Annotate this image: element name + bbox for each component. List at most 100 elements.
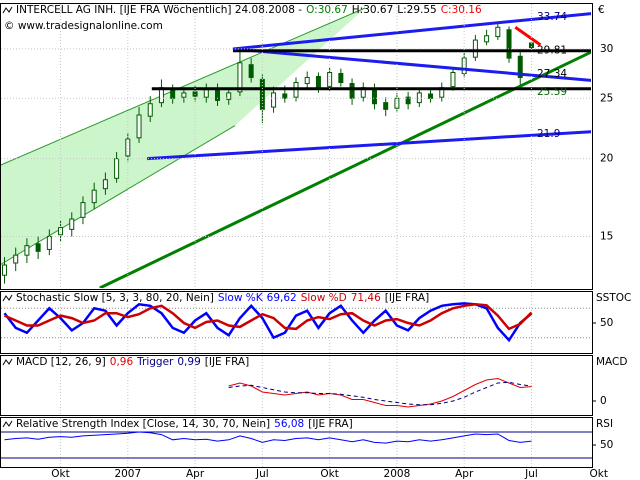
trend-line — [232, 47, 591, 82]
panel-icon — [2, 294, 13, 302]
panel-title: 71,46 — [351, 292, 381, 304]
y-tick-label: 50 — [600, 439, 613, 451]
panel-label: RSI — [596, 418, 613, 430]
candle-body — [338, 72, 344, 84]
candle-body — [304, 76, 310, 85]
panel-title: INTERCELL AG INH. [IJE FRA Wöchentlich] … — [16, 4, 302, 16]
price-label: 27.34 — [537, 68, 567, 80]
indicator-line — [3, 303, 533, 331]
candle-body — [136, 114, 142, 139]
panel-title: 0,96 — [110, 356, 134, 368]
candle-body — [91, 189, 97, 204]
trend-line — [99, 50, 591, 288]
y-tick-label: 15 — [600, 230, 613, 242]
trend-line — [147, 130, 591, 161]
panel-title: 69,62 — [267, 292, 297, 304]
candle-body — [125, 138, 131, 157]
candle-body — [170, 89, 176, 99]
candle-body — [114, 158, 120, 179]
candle-body — [315, 75, 321, 89]
price-label: 33.74 — [537, 11, 567, 23]
panel-title: MACD [12, 26, 9] — [16, 356, 106, 368]
x-tick-label: Jul — [524, 468, 538, 480]
trend-line — [232, 12, 591, 51]
candle-body — [428, 93, 434, 99]
panel-title: L:29.55 — [397, 4, 436, 16]
candle-body — [282, 93, 288, 99]
panel-title: H:30.67 — [352, 4, 394, 16]
panel-icon — [2, 420, 13, 428]
panel-icon — [2, 6, 13, 14]
candle-body — [517, 55, 523, 78]
x-tick-label: Okt — [51, 468, 69, 480]
candle-body — [528, 42, 534, 48]
source-label: © www.tradesignalonline.com — [4, 20, 163, 32]
candle-body — [371, 88, 377, 105]
channel-line — [1, 125, 236, 265]
candle-body — [495, 26, 501, 38]
candle-body — [237, 62, 243, 93]
candle-body — [383, 102, 389, 110]
panel-icon — [2, 358, 13, 366]
y-tick-label: 25 — [600, 92, 613, 104]
x-tick-label: 2007 — [114, 468, 141, 480]
candle-body — [416, 92, 422, 104]
price-label: 29.81 — [537, 45, 567, 57]
x-tick-label: Okt — [320, 468, 338, 480]
candle-body — [461, 57, 467, 74]
candle-body — [349, 83, 355, 99]
panel-title: Trigger — [136, 356, 174, 368]
candle-body — [80, 202, 86, 218]
panel-title: [IJE FRA] — [308, 418, 352, 430]
candle-body — [450, 71, 456, 88]
x-tick-label: Jul — [255, 468, 269, 480]
candle-body — [181, 92, 187, 98]
y-tick-label: 30 — [600, 43, 613, 55]
y-tick-label: 0 — [600, 395, 607, 407]
panel-title: 0,99 — [177, 356, 200, 368]
panel-title: Slow %D — [301, 292, 347, 304]
panel-frame — [0, 355, 593, 416]
candle-body — [506, 29, 512, 59]
unit-label: € — [598, 4, 605, 16]
panel-title: Relative Strength Index [Close, 14, 30, … — [16, 418, 270, 430]
candle-body — [192, 91, 198, 97]
x-tick-label: Apr — [186, 468, 205, 480]
panel-title: Stochastic Slow [5, 3, 3, 80, 20, Nein] — [16, 292, 214, 304]
panel-title: 56,08 — [274, 418, 304, 430]
panel-title: Slow %K — [218, 292, 264, 304]
panel-title: [IJE FRA] — [205, 356, 249, 368]
candle-body — [1, 264, 7, 276]
candle-body — [147, 103, 153, 117]
indicator-line — [4, 431, 532, 444]
candle-body — [484, 35, 490, 43]
price-label: 21.9 — [537, 128, 560, 140]
candle-body — [226, 92, 232, 100]
indicator-line — [228, 381, 532, 406]
candle-body — [102, 179, 108, 190]
panel-label: MACD — [596, 356, 627, 368]
candle-body — [35, 243, 41, 252]
candle-body — [405, 96, 411, 105]
candle-body — [46, 235, 52, 250]
candle-body — [69, 218, 75, 230]
candle-body — [248, 64, 254, 78]
trend-line — [514, 26, 542, 47]
y-tick-label: 20 — [600, 153, 613, 165]
indicator-line — [3, 302, 533, 343]
panel-label: SSTOC — [596, 292, 631, 304]
candle-body — [13, 254, 19, 264]
candle-body — [203, 89, 209, 98]
candle-body — [271, 92, 277, 108]
y-tick-label: 50 — [600, 317, 613, 329]
candle-body — [58, 227, 64, 236]
x-tick-label: 2008 — [384, 468, 411, 480]
panel-title: [IJE FRA] — [385, 292, 429, 304]
indicator-line — [228, 377, 532, 408]
panel-frame — [0, 3, 593, 290]
x-tick-label: Okt — [589, 468, 607, 480]
x-tick-label: Apr — [455, 468, 474, 480]
candle-body — [24, 245, 30, 256]
